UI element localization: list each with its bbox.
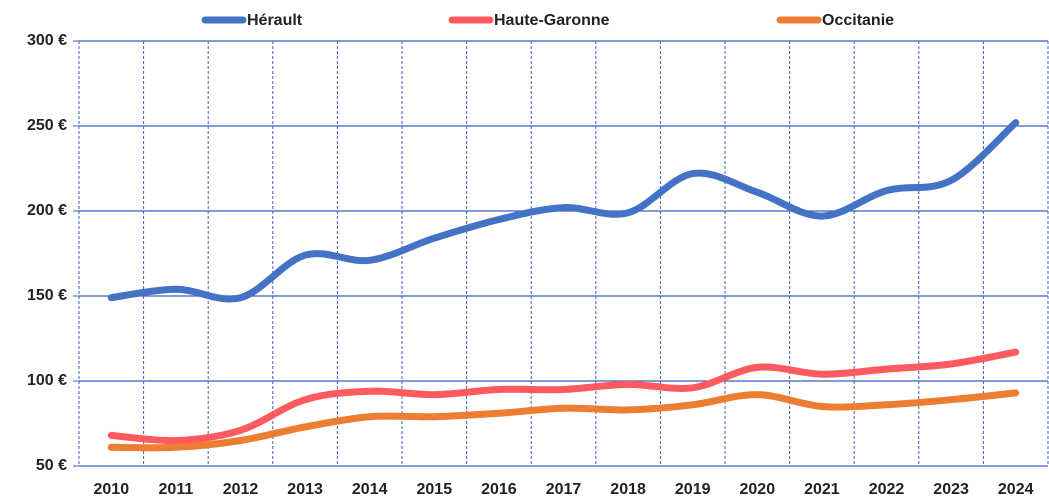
x-tick-label: 2013 xyxy=(287,481,323,498)
line xyxy=(107,348,1020,445)
x-tick-label: 2022 xyxy=(869,481,905,498)
line xyxy=(107,389,1020,452)
x-tick-label: 2020 xyxy=(740,481,776,498)
y-tick-label: 250 € xyxy=(27,117,67,134)
y-tick-label: 300 € xyxy=(27,32,67,49)
x-tick-label: 2011 xyxy=(159,481,194,498)
x-tick-label: 2023 xyxy=(933,481,969,498)
x-tick-label: 2012 xyxy=(223,481,259,498)
x-tick-label: 2019 xyxy=(675,481,711,498)
y-tick-label: 200 € xyxy=(27,202,67,219)
x-tick-label: 2024 xyxy=(998,481,1034,498)
y-tick-label: 100 € xyxy=(27,372,67,389)
line xyxy=(107,119,1020,303)
x-tick-label: 2021 xyxy=(804,481,840,498)
x-tick-label: 2016 xyxy=(481,481,517,498)
y-tick-label: 150 € xyxy=(27,287,67,304)
x-tick-label: 2010 xyxy=(94,481,130,498)
legend-label: Haute-Garonne xyxy=(494,12,610,29)
legend-label: Occitanie xyxy=(822,12,894,29)
y-tick-label: 50 € xyxy=(36,457,67,474)
x-tick-label: 2015 xyxy=(417,481,453,498)
x-tick-label: 2018 xyxy=(610,481,646,498)
legend-label: Hérault xyxy=(247,12,303,29)
x-tick-label: 2014 xyxy=(352,481,388,498)
x-tick-label: 2017 xyxy=(546,481,582,498)
